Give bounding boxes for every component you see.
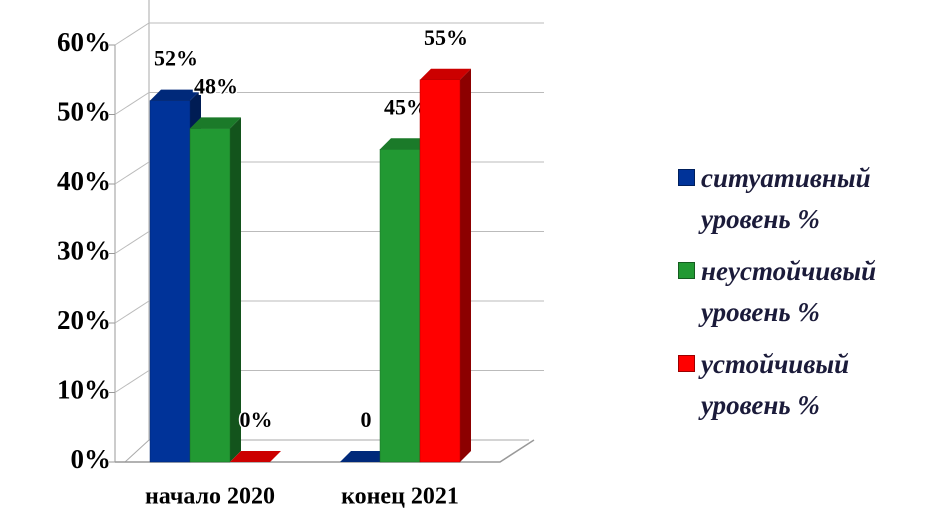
y-tick-label: 50% xyxy=(57,97,111,127)
y-tick-label: 10% xyxy=(57,375,111,405)
y-tick-label: 60% xyxy=(57,27,111,57)
value-label: 0% xyxy=(240,407,273,432)
bar-top xyxy=(150,89,201,101)
legend-swatch xyxy=(678,169,695,186)
value-label: 55% xyxy=(424,25,468,50)
y-tick-label: 0% xyxy=(71,444,112,474)
bar-top xyxy=(340,451,391,462)
y-tick-label: 30% xyxy=(57,236,111,266)
bar-top xyxy=(420,68,471,80)
bar-side xyxy=(230,117,241,463)
bar-top xyxy=(380,138,431,150)
legend: ситуативный уровень % неустойчивый уровен… xyxy=(678,158,933,437)
grid-line xyxy=(114,22,544,46)
legend-swatch xyxy=(678,262,695,279)
legend-item: ситуативный уровень % xyxy=(678,158,933,240)
bar xyxy=(189,128,231,463)
legend-label: неустойчивый уровень % xyxy=(701,256,877,327)
value-label: 52% xyxy=(154,46,198,71)
bar-side xyxy=(460,68,471,462)
bar-top xyxy=(190,117,241,129)
legend-label: устойчивый уровень % xyxy=(701,349,850,420)
y-tick-label: 40% xyxy=(57,166,111,196)
legend-item: неустойчивый уровень % xyxy=(678,251,933,333)
value-label: 48% xyxy=(194,73,238,98)
x-tick-label: начало 2020 xyxy=(145,484,275,510)
y-tick-label: 20% xyxy=(57,305,111,335)
bar xyxy=(379,149,421,463)
value-label: 0 xyxy=(361,407,372,432)
bar xyxy=(149,100,191,463)
x-tick-label: конец 2021 xyxy=(341,484,459,510)
bar-top xyxy=(230,451,281,462)
grid-line xyxy=(114,92,544,115)
bar xyxy=(419,79,461,463)
legend-label: ситуативный уровень % xyxy=(701,163,871,234)
legend-item: устойчивый уровень % xyxy=(678,344,933,426)
legend-swatch xyxy=(678,355,695,372)
